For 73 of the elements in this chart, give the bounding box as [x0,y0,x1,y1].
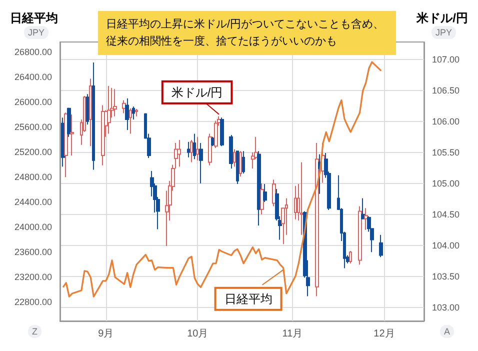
y2-tick-label: 103.50 [432,271,460,282]
y2-tick-label: 106.50 [432,85,460,96]
y-tick-label: 26000.00 [14,97,52,108]
candlestick [187,141,190,158]
series-label: 日経平均 [224,292,272,306]
y2-tick-label: 103.00 [432,302,460,312]
y2-tick-label: 104.50 [432,209,460,220]
candlestick [379,234,383,258]
y2-tick-label: 105.00 [432,178,460,188]
y-tick-label: 23200.00 [14,272,52,282]
candlestick [260,182,264,215]
candlestick [315,142,319,297]
y-axis-title: 日経平均 [10,11,58,25]
candlestick [364,208,368,230]
text: A [444,326,450,336]
candlestick [67,107,71,138]
chart-title: 日経平均の上昇に米ドル/円がついてこないことも含め、従来の相関性を一度、捨てたほうがいいのかも [106,18,384,48]
y-tick-label: 23600.00 [14,247,52,258]
candlestick [257,150,261,226]
candlestick [220,117,224,147]
y-tick-label: 25200.00 [14,147,52,158]
candlestick [107,86,111,134]
candlestick [125,98,129,131]
candlestick [300,162,303,236]
text: Z [32,326,38,336]
y2-tick-label: 104.00 [432,240,460,250]
candlestick [196,136,199,161]
candlestick [349,250,352,264]
y-tick-label: 26800.00 [14,47,52,58]
candlestick [86,94,89,125]
y2-axis-title: 米ドル/円 [416,11,468,25]
y-tick-label: 24000.00 [14,222,52,232]
candlestick [199,142,203,184]
y2-tick-label: 106.00 [432,116,460,126]
candlestick [294,185,297,220]
candlestick [214,120,218,149]
candlestick [239,150,242,178]
x-tick-label: 9月 [98,328,114,340]
candlestick [208,133,212,166]
x-tick-label: 11月 [282,328,303,340]
candlestick [193,133,196,160]
candlestick [236,150,239,184]
y2-tick-label: 105.50 [432,147,460,158]
candlestick [122,100,126,114]
candlestick [89,78,92,147]
candlestick [70,114,74,156]
candlestick [242,150,245,174]
x-tick-label: 10月 [187,328,208,340]
candlestick [177,139,181,168]
text: JPY [435,28,452,38]
candlestick [132,106,135,120]
candlestick [64,112,68,178]
y-tick-label: 26400.00 [14,72,52,82]
y-tick-label: 25600.00 [14,122,52,132]
candlestick [272,179,276,207]
candlestick [361,198,365,220]
candlestick [129,108,132,134]
candlestick [233,148,236,168]
x-tick-label: 12月 [374,328,395,340]
candlestick [263,183,267,202]
y-tick-label: 22800.00 [14,297,52,308]
candlestick [190,139,193,163]
y-tick-label: 24400.00 [14,197,52,208]
text: JPY [28,28,45,38]
y-tick-label: 24800.00 [14,172,52,182]
y2-tick-label: 107.00 [432,54,460,64]
candlestick [113,88,117,117]
candlestick [92,62,95,170]
candlestick [101,104,105,166]
candlestick [135,108,138,117]
series-label: 米ドル/円 [171,85,223,100]
candlestick [229,134,233,169]
candlestick [358,206,362,266]
